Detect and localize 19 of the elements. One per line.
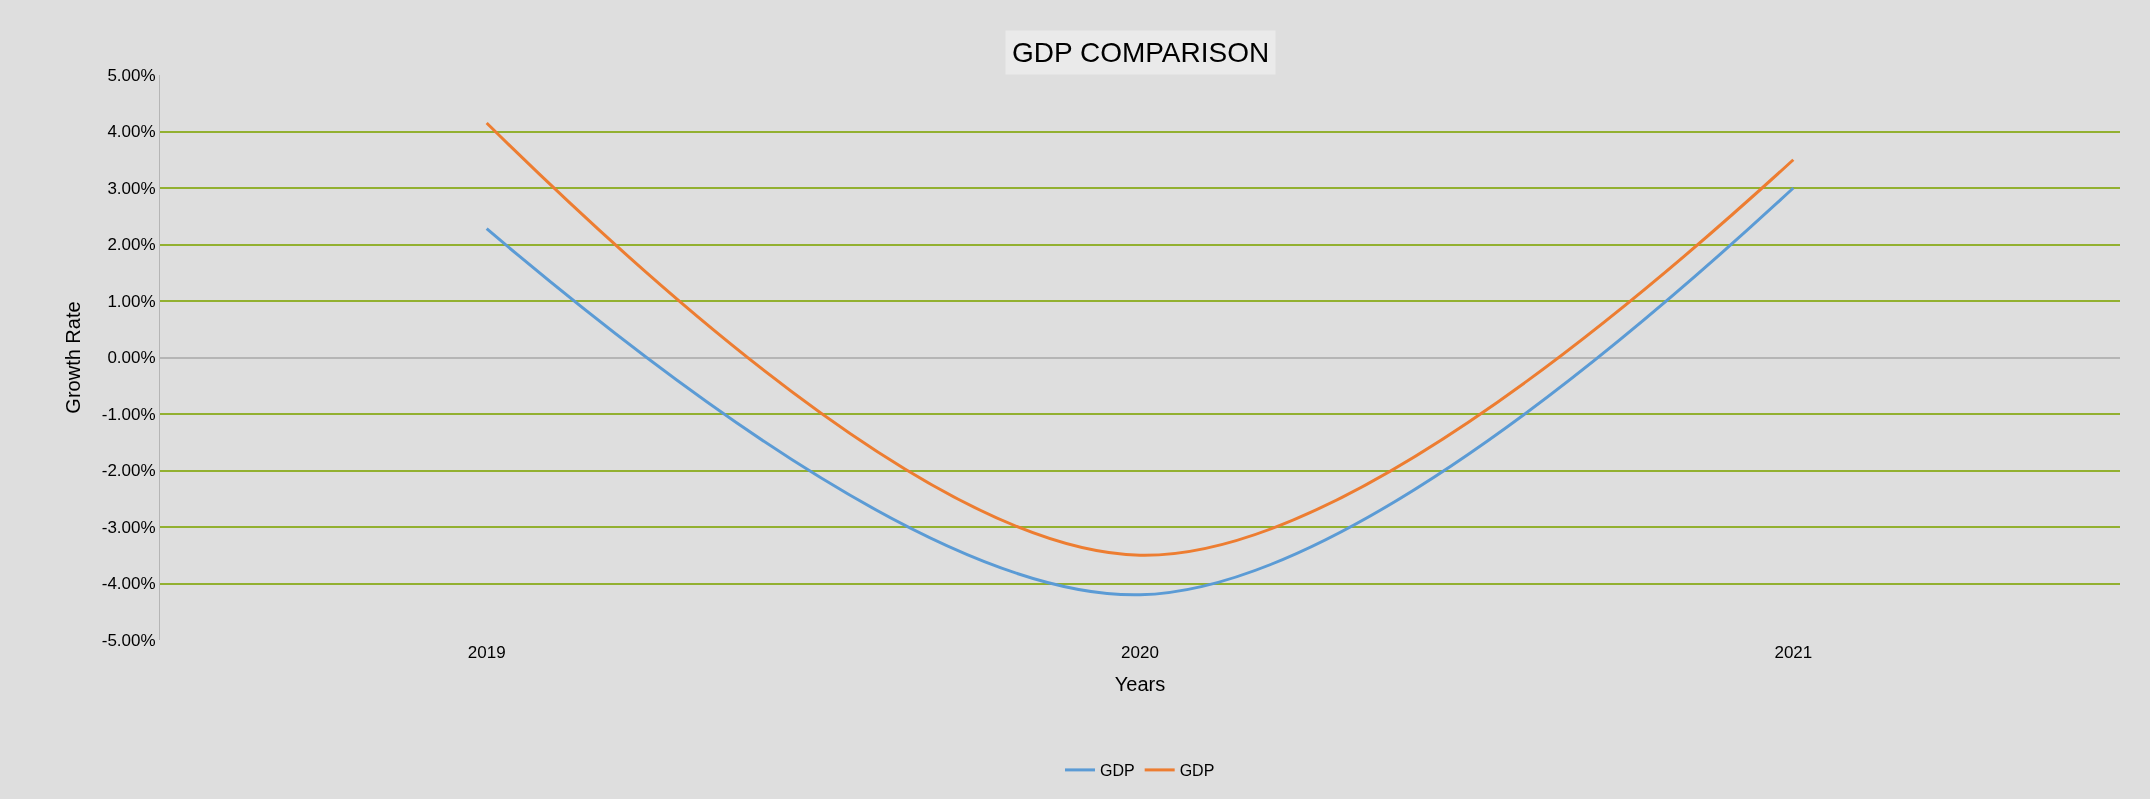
y-tick-label: 1.00% — [107, 291, 156, 311]
y-tick-label: 4.00% — [107, 122, 156, 142]
chart-title: GDP COMPARISON — [1012, 37, 1270, 68]
y-tick-label: -4.00% — [101, 574, 156, 594]
y-tick-label: 2.00% — [107, 235, 156, 255]
x-axis-title: Years — [1114, 672, 1166, 695]
x-tick-label: 2021 — [1774, 643, 1813, 662]
y-tick-label: -2.00% — [101, 461, 156, 481]
y-axis-title: Growth Rate — [62, 301, 85, 414]
x-tick-label: 2020 — [1121, 643, 1159, 662]
legend-label: GDP — [1100, 762, 1135, 780]
legend-label: GDP — [1179, 762, 1215, 780]
y-tick-label: 5.00% — [107, 65, 156, 85]
x-tick-label: 2019 — [467, 643, 506, 662]
y-tick-label: -3.00% — [101, 517, 156, 537]
y-tick-label: -1.00% — [101, 404, 156, 424]
y-tick-label: 3.00% — [107, 178, 156, 198]
y-tick-label: -5.00% — [101, 630, 156, 650]
y-tick-label: 0.00% — [107, 348, 156, 368]
